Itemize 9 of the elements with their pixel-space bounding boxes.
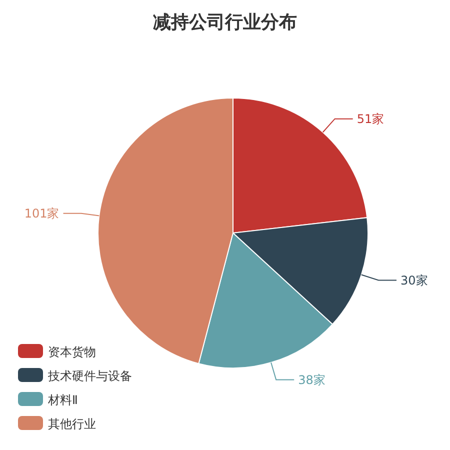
data-label: 101家 [24, 206, 60, 220]
data-label: 38家 [298, 372, 326, 387]
data-label: 51家 [356, 112, 384, 126]
legend-label: 技术硬件与设备 [47, 369, 132, 383]
legend-label: 其他行业 [48, 417, 96, 431]
legend-label: 材料Ⅱ [47, 393, 78, 407]
legend-label: 资本货物 [48, 345, 96, 359]
chart-title: 减持公司行业分布 [153, 12, 297, 33]
data-label: 30家 [400, 273, 428, 288]
